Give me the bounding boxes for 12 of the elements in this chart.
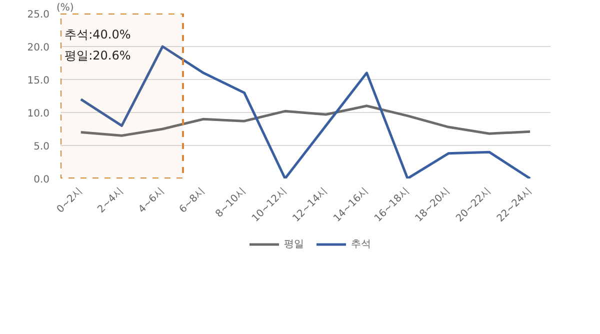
legend-label: 평일 bbox=[284, 238, 304, 251]
y-axis-title: (%) bbox=[56, 2, 74, 14]
y-tick-label: 0.0 bbox=[34, 174, 50, 186]
y-tick-label: 5.0 bbox=[34, 142, 50, 152]
y-tick-label: 20.0 bbox=[27, 42, 50, 54]
y-tick-label: 10.0 bbox=[27, 108, 50, 120]
line-series bbox=[80, 104, 532, 137]
legend-label: 추석 bbox=[351, 238, 371, 251]
annotation: 평일:20.6% bbox=[64, 48, 131, 63]
annotation: 추석:40.0% bbox=[64, 28, 131, 42]
y-tick-label: 15.0 bbox=[27, 76, 50, 86]
y-tick-label: 25.0 bbox=[27, 10, 50, 20]
